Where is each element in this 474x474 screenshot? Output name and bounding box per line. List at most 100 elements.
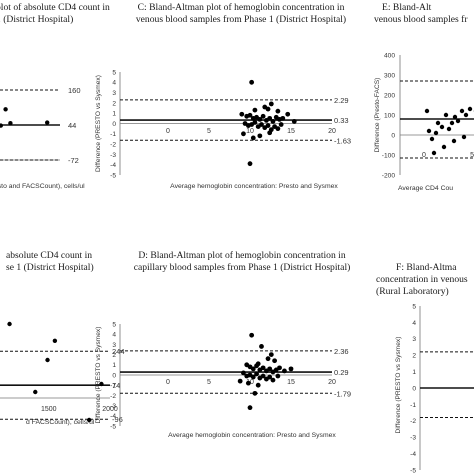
panel-f-title-line3: (Rural Laboratory) <box>376 286 449 297</box>
panel-e-x-axis-label: Average CD4 Cou <box>398 185 453 192</box>
panel-c-data-point <box>257 116 263 122</box>
panel-c-y-tick-label: -2 <box>110 142 116 149</box>
panel-c-data-point <box>285 111 291 117</box>
panel-f-title-line2: concentration in venous <box>376 274 468 285</box>
panel-d-ref-label: 2.36 <box>334 347 349 356</box>
panel-a-data-point <box>3 107 8 112</box>
panel-c-y-tick-label: 2 <box>112 100 116 107</box>
panel-c-y-tick-label: -5 <box>110 172 116 179</box>
panel-e-data-point <box>463 112 469 118</box>
panel-d-data-point <box>247 405 253 411</box>
panel-f-title: F: Bland-Altma concentration in venous (… <box>376 262 468 298</box>
panel-e-data-point <box>433 130 439 136</box>
panel-f-y-tick-label: -1 <box>410 402 416 409</box>
panel-c-y-tick-label: 0 <box>112 121 116 128</box>
panel-e-y-tick-label: 200 <box>384 92 395 99</box>
panel-a-data-point <box>8 120 13 126</box>
panel-c-data-point <box>265 123 271 128</box>
panel-d-data-point <box>241 370 246 376</box>
panel-d-data-point <box>237 378 243 384</box>
panel-b-ref-label: 74 <box>112 381 120 390</box>
panel-c-data-point <box>275 126 281 132</box>
panel-e-y-tick-label: 400 <box>384 52 395 59</box>
panel-c-data-point <box>267 115 273 121</box>
panel-e-y-tick-label: 100 <box>384 112 395 119</box>
panel-b-data-point <box>7 321 12 327</box>
panel-c-data-point <box>241 131 246 137</box>
panel-d-data-point <box>277 365 282 371</box>
panel-c-data-point <box>250 135 256 141</box>
panel-c-data-point <box>267 130 273 136</box>
panel-d-data-point <box>275 373 281 379</box>
panel-b-title-line1: absolute CD4 count in <box>6 250 93 261</box>
panel-d-x-tick-label: 5 <box>207 379 211 386</box>
panel-d-y-axis-label: Difference (PRESTO vs Sysmex) <box>95 327 102 424</box>
panel-d-data-point <box>260 373 266 379</box>
panel-c-data-point <box>275 108 281 114</box>
panel-d-data-point <box>270 377 276 383</box>
panel-d-data-point <box>250 366 256 372</box>
panel-e-data-point <box>431 150 437 156</box>
panel-e-y-tick-label: 0 <box>391 132 395 139</box>
panel-a-ref-label: -72 <box>68 156 79 165</box>
panel-c-ref-label: 0.33 <box>334 116 349 125</box>
panel-c-data-point <box>247 112 253 118</box>
panel-c-title: C: Bland-Altman plot of hemoglobin conce… <box>128 2 354 26</box>
panel-a-x-axis-label: esto and FACSCount), cells/ul <box>0 183 85 190</box>
panel-b-title: absolute CD4 count in se 1 (District Hos… <box>6 250 94 274</box>
panel-e-data-point <box>446 126 452 132</box>
panel-d-x-axis-label: Average hemoglobin concentration: Presto… <box>168 432 336 439</box>
panel-c-data-point <box>252 120 258 125</box>
panel-d-data-point <box>272 358 277 364</box>
panel-d-y-tick-label: -4 <box>110 413 116 420</box>
panel-e-title: E: Bland-Alt venous blood samples fr <box>374 2 468 26</box>
panel-a-data-point <box>0 123 3 128</box>
panel-d-y-tick-label: 1 <box>112 362 116 369</box>
panel-e-data-point <box>426 128 432 134</box>
panel-c-y-tick-label: 5 <box>112 69 116 76</box>
panel-b-title-line2: se 1 (District Hospital) <box>6 262 94 273</box>
panel-c-data-point <box>252 107 258 113</box>
panel-f-y-tick-label: -4 <box>410 451 416 458</box>
panel-c-y-tick-label: -1 <box>110 131 116 138</box>
panel-c-data-point <box>249 79 255 85</box>
panel-d-y-tick-label: -3 <box>110 403 116 410</box>
panel-c-ref-label: -1.63 <box>334 136 351 145</box>
panel-e-data-point <box>451 138 457 144</box>
panel-e-data-point <box>461 134 467 140</box>
panel-e-x-tick-label: 50 <box>470 152 474 159</box>
panel-e-data-point <box>455 118 461 124</box>
panel-e-data-point <box>452 114 458 120</box>
panel-a-ref-label: 44 <box>68 121 76 130</box>
panel-e-data-point <box>459 108 465 114</box>
panel-e-title-line2: venous blood samples fr <box>374 14 468 25</box>
panel-d-y-tick-label: 2 <box>112 352 116 359</box>
panel-d-data-point <box>250 374 256 380</box>
panel-b-data-point <box>99 381 104 387</box>
panel-e-title-line1: E: Bland-Alt <box>382 2 432 13</box>
panel-d-x-tick-label: 15 <box>287 379 295 386</box>
panel-c-x-tick-label: 10 <box>246 128 254 135</box>
panel-d-y-tick-label: 4 <box>112 332 116 339</box>
panel-d-title: D: Bland-Altman plot of hemoglobin conce… <box>124 250 360 274</box>
panel-f-y-tick-label: 1 <box>412 369 416 376</box>
panel-e-y-tick-label: 300 <box>384 72 395 79</box>
panel-d-x-tick-label: 20 <box>328 379 336 386</box>
panel-e-data-point <box>467 106 473 112</box>
panel-b-data-point <box>52 338 58 343</box>
panel-e-data-point <box>424 108 430 114</box>
panel-c-title-line2: venous blood samples from Phase 1 (Distr… <box>135 14 347 25</box>
panel-e-y-tick-label: -100 <box>382 152 396 159</box>
panel-d-data-point <box>265 356 271 362</box>
panel-d-data-point <box>254 363 259 369</box>
panel-c-data-point <box>239 111 245 117</box>
panel-d-data-point <box>254 371 259 377</box>
panel-d-data-point <box>288 366 294 372</box>
panel-d-title-line2: capillary blood samples from Phase 1 (Di… <box>133 262 351 273</box>
panel-c-y-tick-label: 3 <box>112 90 116 97</box>
panel-c-data-point <box>291 119 297 124</box>
panel-c-data-point <box>247 161 253 167</box>
panel-d-y-tick-label: -2 <box>110 393 116 400</box>
panel-f-y-axis-label: Difference (PRESTO vs Sysmex) <box>395 337 402 434</box>
